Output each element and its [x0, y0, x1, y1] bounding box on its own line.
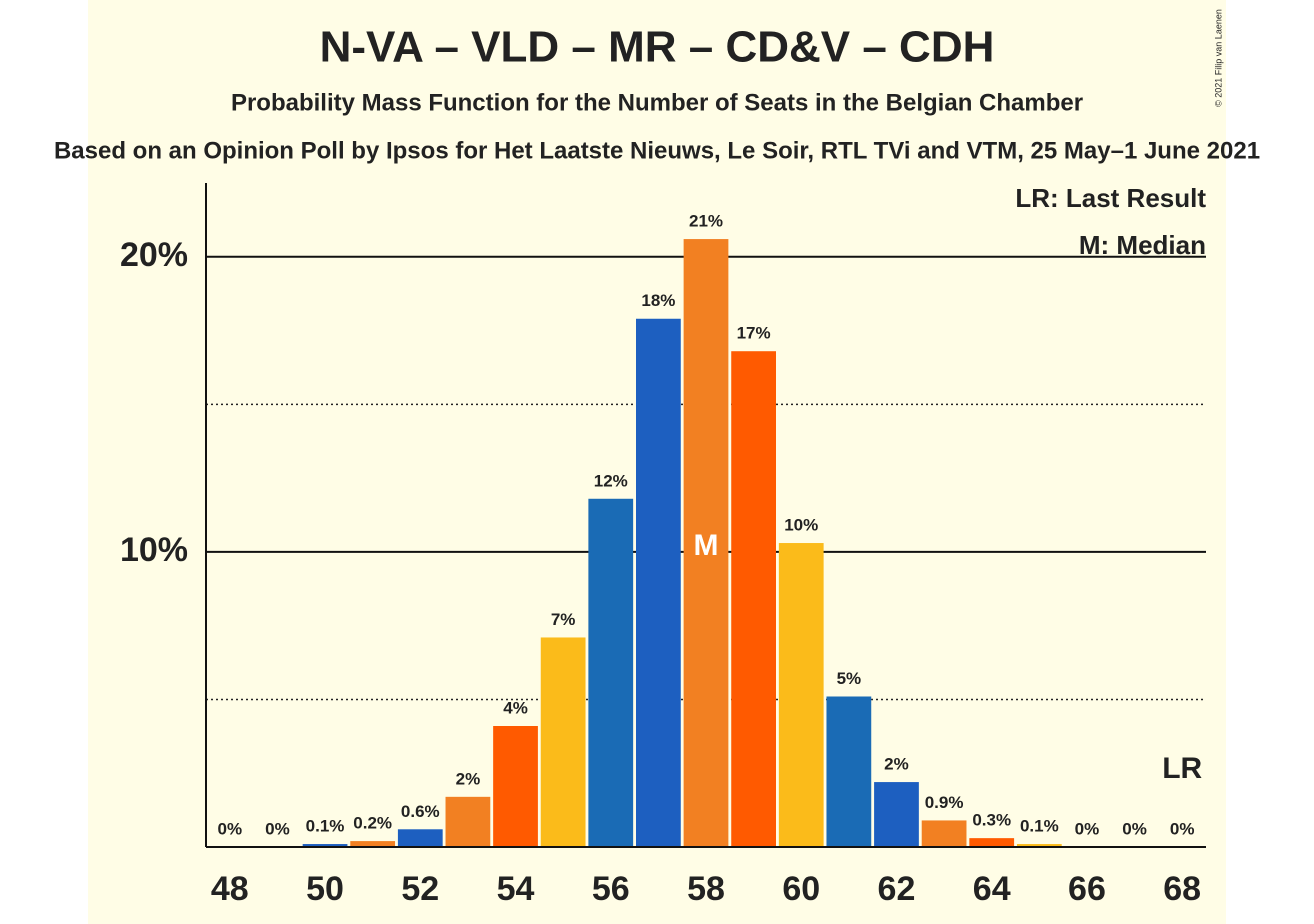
- bar: [683, 239, 729, 847]
- bar: [302, 844, 348, 847]
- value-label: 0%: [218, 819, 243, 838]
- value-label: 0.1%: [1020, 817, 1059, 836]
- x-tick-label: 60: [782, 870, 820, 908]
- bar: [493, 726, 538, 847]
- bar: [588, 498, 634, 847]
- bar: [636, 318, 681, 847]
- last-result-marker: LR: [1162, 752, 1202, 785]
- bar: [969, 838, 1015, 847]
- x-tick-label: 64: [973, 870, 1011, 908]
- value-label: 0%: [1170, 819, 1195, 838]
- bar: [778, 543, 824, 847]
- bar: [350, 841, 396, 847]
- y-tick-label: 20%: [120, 236, 188, 274]
- chart-title: N-VA – VLD – MR – CD&V – CDH: [320, 23, 995, 72]
- value-label: 10%: [784, 516, 818, 535]
- legend-note: LR: Last Result: [1015, 183, 1206, 213]
- legend-note: M: Median: [1079, 230, 1206, 260]
- median-marker: M: [694, 529, 719, 562]
- value-label: 7%: [551, 610, 576, 629]
- y-tick-label: 10%: [120, 531, 188, 569]
- value-label: 0%: [265, 819, 290, 838]
- value-label: 0.6%: [401, 802, 440, 821]
- bar: [445, 796, 491, 847]
- copyright: © 2021 Filip van Laenen: [1213, 9, 1223, 107]
- bar: [540, 637, 586, 847]
- value-label: 0%: [1122, 819, 1147, 838]
- caption: Based on an Opinion Poll by Ipsos for He…: [54, 137, 1260, 164]
- value-label: 18%: [641, 291, 675, 310]
- subtitle: Probability Mass Function for the Number…: [231, 89, 1083, 116]
- x-tick-label: 68: [1163, 870, 1201, 908]
- value-label: 0%: [1075, 819, 1100, 838]
- value-label: 2%: [884, 755, 909, 774]
- value-label: 2%: [456, 769, 481, 788]
- value-label: 5%: [837, 669, 862, 688]
- x-tick-label: 58: [687, 870, 725, 908]
- value-label: 21%: [689, 212, 723, 231]
- value-label: 0.3%: [972, 811, 1011, 830]
- bar: [826, 696, 872, 847]
- value-label: 4%: [503, 698, 528, 717]
- value-label: 0.9%: [925, 793, 964, 812]
- bar: [1016, 844, 1062, 847]
- x-tick-label: 50: [306, 870, 344, 908]
- bar: [731, 351, 776, 847]
- x-tick-label: 54: [497, 870, 535, 908]
- value-label: 0.2%: [353, 814, 392, 833]
- x-tick-label: 56: [592, 870, 630, 908]
- x-tick-label: 52: [401, 870, 439, 908]
- bar: [397, 829, 443, 847]
- bar: [874, 782, 919, 847]
- bar: [921, 820, 967, 847]
- value-label: 0.1%: [306, 817, 345, 836]
- x-tick-label: 62: [878, 870, 916, 908]
- x-tick-label: 48: [211, 870, 249, 908]
- x-tick-label: 66: [1068, 870, 1106, 908]
- value-label: 12%: [594, 471, 628, 490]
- value-label: 17%: [737, 324, 771, 343]
